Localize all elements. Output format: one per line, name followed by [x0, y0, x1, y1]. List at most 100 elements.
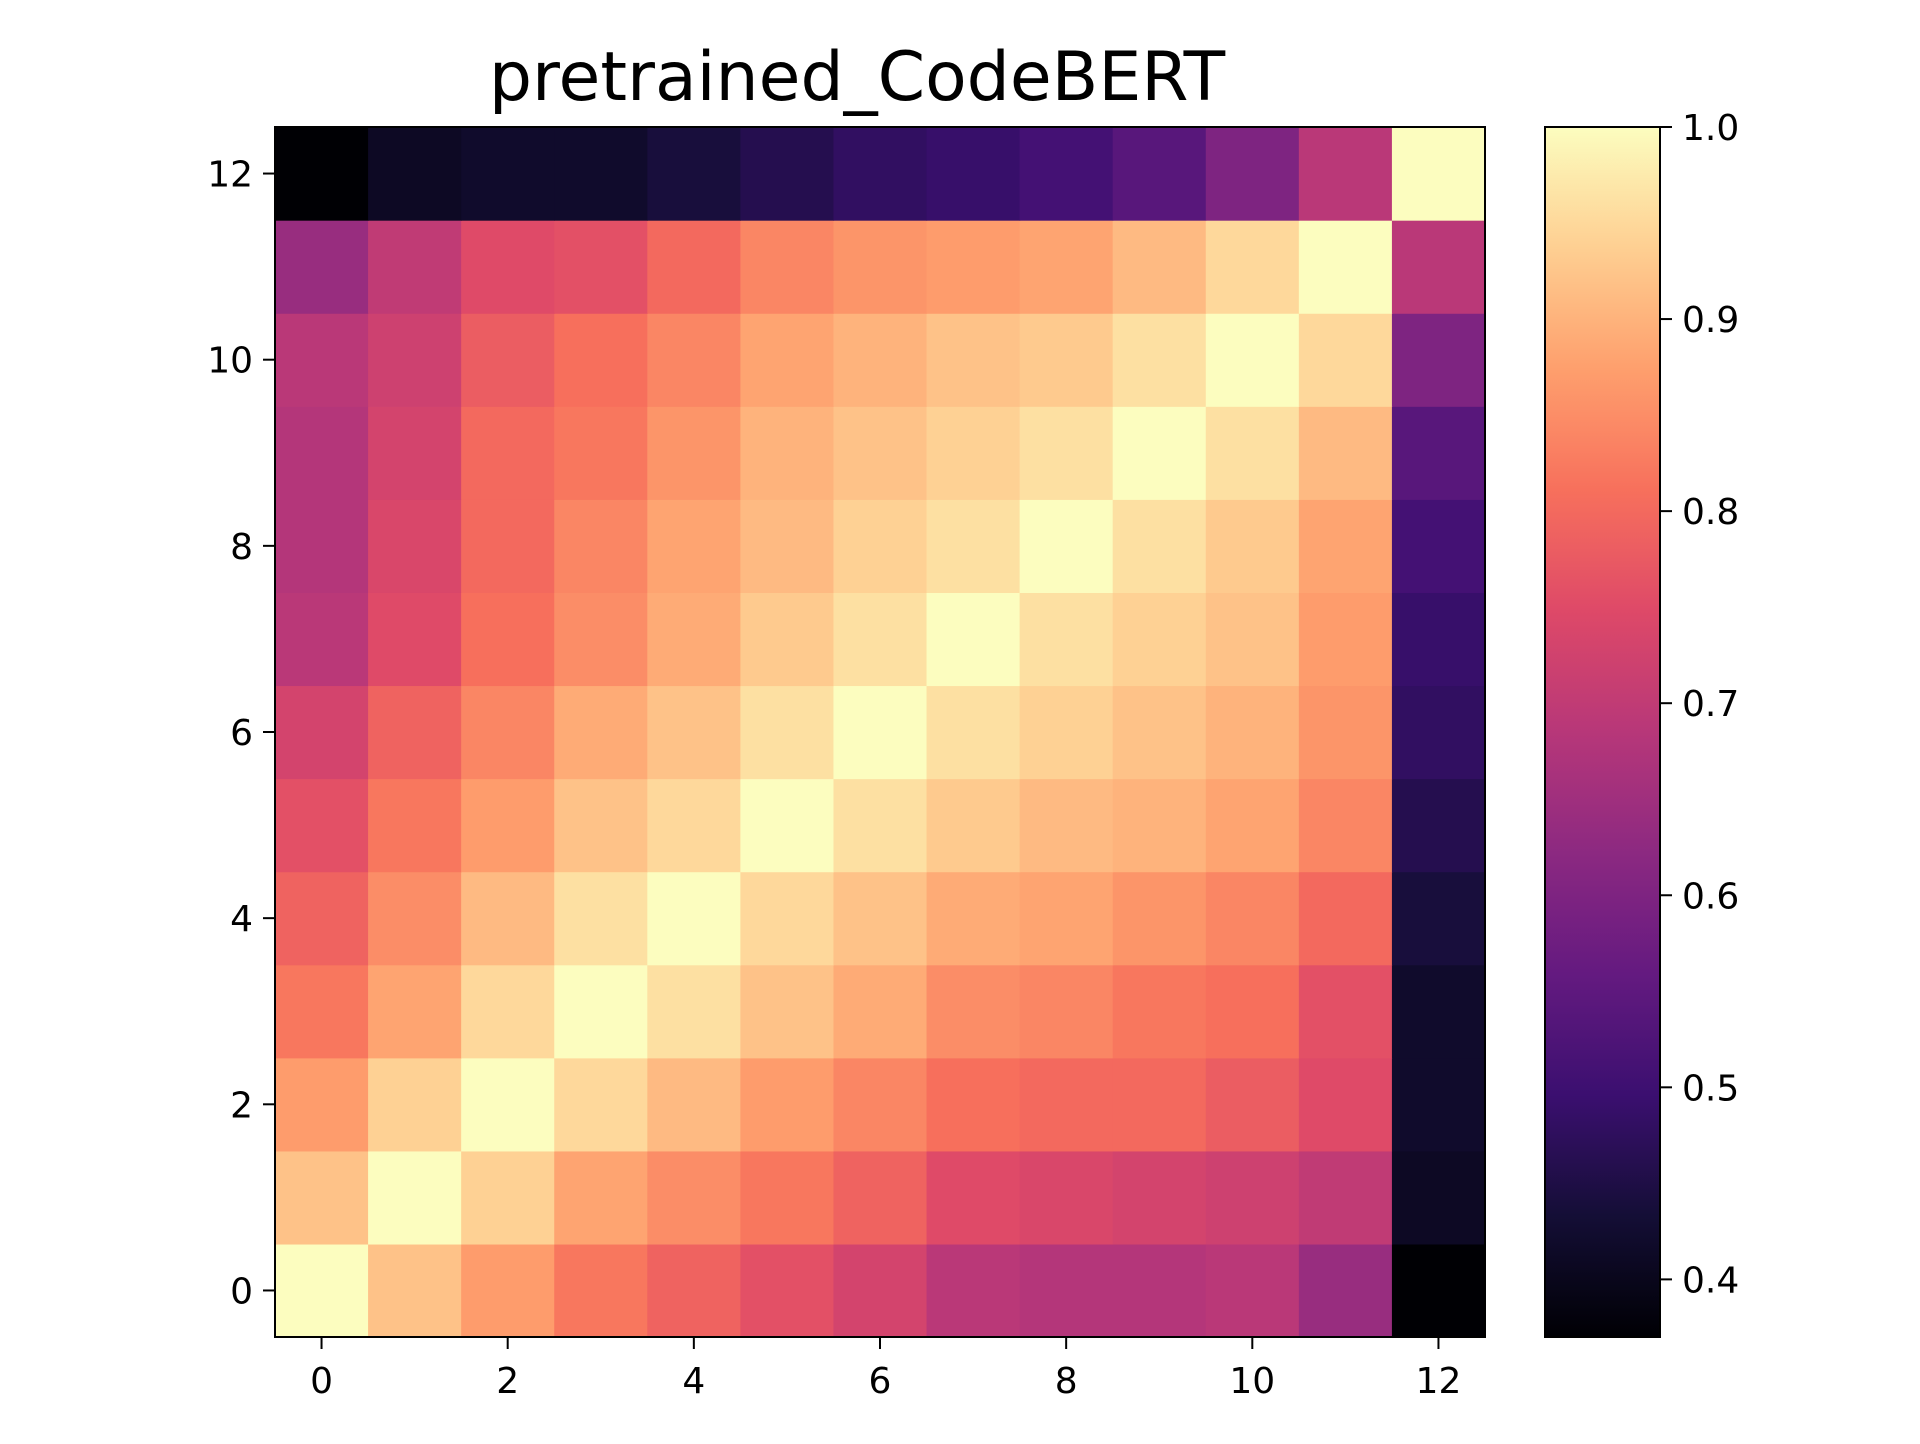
heatmap-cell	[740, 871, 835, 966]
heatmap-cell	[554, 1150, 648, 1245]
heatmap-cell	[647, 964, 741, 1059]
heatmap-cell	[647, 1150, 741, 1245]
heatmap-cell	[833, 1150, 928, 1245]
heatmap-cell	[1298, 871, 1393, 966]
heatmap-cell	[461, 406, 555, 500]
heatmap-cell	[740, 499, 835, 593]
heatmap-cell	[1391, 406, 1486, 500]
heatmap-cell	[461, 685, 555, 780]
heatmap-cell	[1391, 964, 1486, 1059]
heatmap-cell	[368, 406, 462, 500]
heatmap-cell	[926, 499, 1021, 593]
heatmap-cell	[647, 220, 741, 314]
colorbar-axis: 0.4 0.5 0.6 0.7 0.8 0.9 1.0	[1660, 108, 1739, 1301]
heatmap-cell	[647, 778, 741, 873]
heatmap-cell	[461, 220, 555, 314]
heatmap-cell	[1019, 1243, 1114, 1338]
x-tick-label: 10	[1229, 1361, 1275, 1402]
heatmap-cell	[461, 592, 555, 687]
heatmap-cell	[833, 1057, 928, 1152]
heatmap-cell	[368, 778, 462, 873]
heatmap-cell	[461, 778, 555, 873]
heatmap-cell	[833, 778, 928, 873]
heatmap-cell	[926, 1243, 1021, 1338]
chart-title: pretrained_CodeBERT	[489, 38, 1226, 117]
heatmap-cell	[461, 1243, 555, 1338]
heatmap-cells	[275, 127, 1486, 1338]
heatmap-cell	[368, 964, 462, 1059]
heatmap-cell	[833, 592, 928, 687]
y-tick-label: 10	[207, 341, 253, 382]
heatmap-cell	[1205, 1150, 1300, 1245]
heatmap-cell	[926, 313, 1021, 407]
heatmap-cell	[833, 406, 928, 500]
heatmap-cell	[926, 1057, 1021, 1152]
heatmap-cell	[275, 592, 369, 687]
heatmap-cell	[926, 871, 1021, 966]
y-tick-label: 4	[230, 899, 253, 940]
heatmap-cell	[833, 499, 928, 593]
heatmap-cell	[1205, 127, 1300, 221]
heatmap-cell	[554, 1057, 648, 1152]
heatmap-cell	[461, 964, 555, 1059]
heatmap-cell	[1298, 313, 1393, 407]
heatmap-cell	[740, 1057, 835, 1152]
heatmap-cell	[1298, 592, 1393, 687]
heatmap-cell	[461, 127, 555, 221]
heatmap-cell	[647, 592, 741, 687]
x-tick-label: 0	[310, 1361, 333, 1402]
heatmap-cell	[368, 1150, 462, 1245]
heatmap-cell	[647, 313, 741, 407]
heatmap-cell	[1205, 871, 1300, 966]
heatmap-cell	[1112, 592, 1207, 687]
heatmap-cell	[740, 592, 835, 687]
heatmap-cell	[275, 499, 369, 593]
heatmap-cell	[740, 685, 835, 780]
heatmap-cell	[740, 778, 835, 873]
heatmap-cell	[1019, 964, 1114, 1059]
heatmap-cell	[1298, 964, 1393, 1059]
heatmap-cell	[1391, 1057, 1486, 1152]
heatmap-cell	[554, 220, 648, 314]
heatmap-cell	[461, 1057, 555, 1152]
heatmap-cell	[1112, 1057, 1207, 1152]
heatmap-cell	[368, 685, 462, 780]
heatmap-cell	[1298, 1150, 1393, 1245]
heatmap-cell	[740, 220, 835, 314]
heatmap-cell	[1019, 127, 1114, 221]
heatmap-cell	[926, 964, 1021, 1059]
heatmap-cell	[1298, 220, 1393, 314]
heatmap-cell	[368, 1243, 462, 1338]
colorbar-tick-label: 0.6	[1682, 876, 1739, 917]
heatmap-cell	[1112, 406, 1207, 500]
heatmap-cell	[275, 127, 369, 221]
heatmap-cell	[1298, 1243, 1393, 1338]
y-tick-label: 2	[230, 1085, 253, 1126]
heatmap-cell	[1391, 1243, 1486, 1338]
heatmap-cell	[1112, 313, 1207, 407]
heatmap-cell	[647, 1057, 741, 1152]
heatmap-cell	[1391, 499, 1486, 593]
heatmap-cell	[554, 1243, 648, 1338]
axes: 0 2 4 6 8 10 12 0 2 4 6 8 10 12	[207, 155, 1461, 1402]
heatmap-cell	[926, 685, 1021, 780]
heatmap-cell	[1019, 778, 1114, 873]
heatmap-cell	[1298, 406, 1393, 500]
heatmap-cell	[926, 127, 1021, 221]
heatmap-cell	[1391, 1150, 1486, 1245]
heatmap-cell	[1205, 499, 1300, 593]
heatmap-cell	[368, 127, 462, 221]
heatmap-cell	[833, 220, 928, 314]
heatmap-cell	[740, 127, 835, 221]
x-tick-label: 8	[1055, 1361, 1078, 1402]
heatmap-cell	[461, 499, 555, 593]
x-tick-label: 4	[682, 1361, 705, 1402]
heatmap-cell	[1019, 220, 1114, 314]
heatmap-cell	[275, 1150, 369, 1245]
colorbar-tick-label: 0.9	[1682, 300, 1739, 341]
heatmap-cell	[926, 778, 1021, 873]
heatmap-cell	[1391, 871, 1486, 966]
heatmap-cell	[275, 1057, 369, 1152]
heatmap-cell	[368, 499, 462, 593]
